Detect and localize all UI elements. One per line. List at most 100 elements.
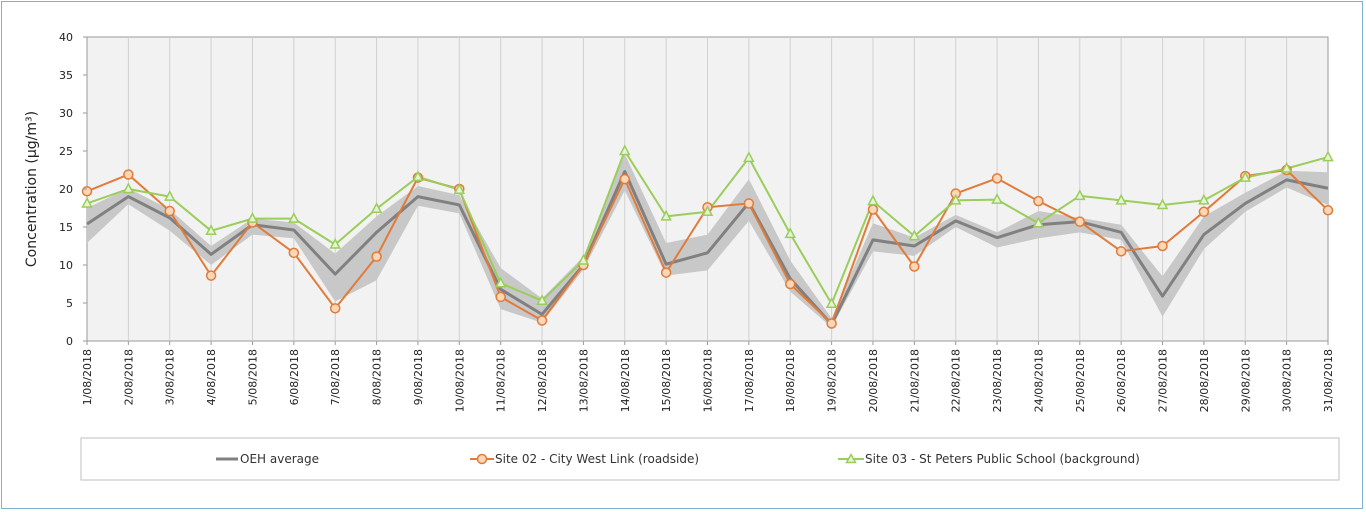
y-tick-label: 40 (59, 31, 73, 44)
y-axis-title: Concentration (µg/m³) (24, 111, 40, 267)
point-series-2 (329, 237, 341, 249)
gridlines (127, 37, 1288, 341)
legend-item-oeh-average: OEH average (216, 452, 319, 466)
point-series-1 (495, 291, 506, 303)
point-series-2 (1322, 150, 1334, 162)
point-series-1 (1074, 216, 1086, 227)
x-tick-label: 23/08/2018 (991, 349, 1004, 412)
x-tick-label: 27/08/2018 (1157, 349, 1170, 412)
point-series-2 (81, 196, 93, 208)
point-series-1 (826, 318, 837, 329)
point-series-2 (1074, 189, 1086, 201)
legend-item-site-03: Site 03 - St Peters Public School (backg… (838, 452, 1140, 466)
y-tick-label: 20 (59, 183, 73, 196)
point-series-1 (1198, 206, 1210, 218)
point-series-2 (743, 151, 755, 163)
point-series-1 (288, 247, 300, 259)
x-tick-label: 19/08/2018 (826, 349, 839, 412)
point-series-2 (122, 182, 135, 194)
x-tick-label: 14/08/2018 (619, 349, 632, 412)
x-tick-label: 7/08/2018 (329, 349, 342, 405)
x-tick-label: 9/08/2018 (412, 349, 425, 405)
legend-label-site-03: Site 03 - St Peters Public School (backg… (865, 452, 1140, 466)
point-series-1 (371, 251, 382, 262)
point-series-1 (1115, 246, 1127, 257)
x-tick-label: 20/08/2018 (867, 349, 880, 412)
oeh-band-area (87, 154, 1328, 328)
y-tick-label: 35 (59, 69, 73, 82)
x-tick-label: 13/08/2018 (577, 349, 590, 412)
x-tick-label: 10/08/2018 (453, 349, 466, 412)
point-series-2 (205, 224, 217, 236)
point-series-1 (536, 315, 548, 326)
point-series-2 (246, 212, 259, 223)
point-series-1 (660, 267, 672, 278)
point-series-1 (123, 169, 134, 180)
x-tick-label: 25/08/2018 (1074, 349, 1087, 412)
point-series-1 (619, 173, 631, 185)
x-tick-label: 24/08/2018 (1032, 349, 1045, 412)
x-tick-label: 31/08/2018 (1322, 349, 1335, 412)
point-series-2 (991, 193, 1003, 204)
point-series-2 (412, 170, 424, 182)
point-series-1 (784, 278, 796, 290)
legend-item-site-02: Site 02 - City West Link (roadside) (470, 452, 699, 466)
point-series-1 (909, 261, 920, 272)
x-tick-label: 21/08/2018 (908, 349, 921, 412)
x-tick-label: 12/08/2018 (536, 349, 549, 412)
x-tick-label: 29/08/2018 (1239, 349, 1252, 412)
x-axis-ticks: 1/08/2018 2/08/2018 3/08/2018 4/08/2018 5/08… (81, 341, 1335, 412)
x-tick-label: 26/08/2018 (1115, 349, 1128, 412)
point-series-1 (743, 198, 755, 209)
point-series-2 (1198, 193, 1210, 205)
x-tick-label: 6/08/2018 (288, 349, 301, 405)
x-tick-label: 3/08/2018 (164, 349, 177, 405)
point-series-1 (164, 205, 175, 217)
point-series-2 (908, 229, 921, 241)
y-tick-label: 30 (59, 107, 73, 120)
point-series-2 (825, 297, 838, 309)
x-tick-label: 17/08/2018 (743, 349, 756, 412)
point-series-2 (867, 194, 879, 206)
point-series-1 (1157, 240, 1168, 252)
point-series-2 (536, 294, 548, 305)
point-series-2 (453, 183, 466, 195)
legend-label-oeh-average: OEH average (240, 452, 319, 466)
point-series-2 (1280, 161, 1293, 173)
point-series-2 (619, 144, 631, 156)
point-series-1 (867, 204, 879, 215)
point-series-2 (1156, 198, 1169, 210)
point-series-2 (949, 193, 962, 205)
point-series-1 (1033, 195, 1044, 207)
point-series-1 (205, 270, 217, 281)
x-tick-label: 15/08/2018 (660, 349, 673, 412)
x-tick-label: 30/08/2018 (1281, 349, 1294, 412)
point-series-2 (370, 202, 383, 214)
x-tick-label: 1/08/2018 (81, 349, 94, 405)
point-series-1 (1322, 205, 1334, 216)
series-line-0 (86, 170, 1329, 326)
x-tick-label: 16/08/2018 (702, 349, 715, 412)
x-tick-label: 18/08/2018 (784, 349, 797, 412)
point-series-2 (660, 209, 672, 221)
y-axis-ticks: 0 5 10 15 20 25 30 35 40 (59, 31, 87, 348)
legend-label-site-02: Site 02 - City West Link (roadside) (495, 452, 699, 466)
point-series-1 (329, 303, 341, 314)
point-series-2 (163, 189, 176, 201)
point-series-2 (784, 227, 796, 239)
point-series-1 (81, 186, 93, 197)
y-tick-label: 0 (66, 335, 73, 348)
y-tick-label: 10 (59, 259, 73, 272)
point-series-2 (701, 205, 714, 217)
x-tick-label: 4/08/2018 (205, 349, 218, 405)
point-series-2 (1239, 170, 1252, 182)
point-series-2 (577, 253, 590, 265)
x-tick-label: 8/08/2018 (371, 349, 384, 405)
y-tick-label: 15 (59, 221, 73, 234)
y-tick-label: 5 (66, 297, 73, 310)
point-series-2 (1032, 216, 1045, 228)
point-series-2 (288, 212, 300, 223)
x-tick-label: 22/08/2018 (950, 349, 963, 412)
x-tick-label: 5/08/2018 (246, 349, 259, 405)
